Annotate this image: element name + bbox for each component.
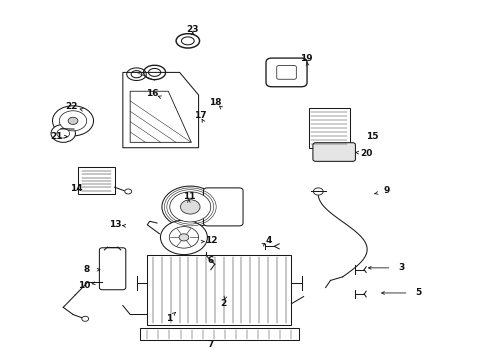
FancyBboxPatch shape [313,143,355,161]
Text: 22: 22 [65,102,78,111]
Text: 9: 9 [384,186,390,195]
Text: 6: 6 [208,256,214,265]
Text: 17: 17 [194,111,206,120]
Circle shape [51,125,75,142]
FancyBboxPatch shape [277,66,296,79]
Polygon shape [130,91,191,142]
Circle shape [68,117,78,125]
Text: 20: 20 [360,149,372,158]
Text: 1: 1 [166,314,172,323]
Circle shape [162,186,219,228]
Circle shape [125,189,132,194]
Circle shape [180,200,200,214]
Text: 11: 11 [183,192,195,201]
Text: 16: 16 [146,89,158,98]
Text: 5: 5 [416,288,421,297]
Text: 12: 12 [204,237,217,246]
Text: 23: 23 [187,25,199,34]
Text: 7: 7 [208,341,214,350]
Text: 14: 14 [70,184,83,193]
Circle shape [59,111,87,131]
FancyBboxPatch shape [140,328,299,340]
Circle shape [160,220,207,255]
Circle shape [314,188,323,195]
Text: 8: 8 [83,265,89,274]
Circle shape [52,106,94,136]
Text: 21: 21 [50,132,63,141]
Circle shape [170,192,211,222]
Circle shape [169,226,198,248]
Text: 18: 18 [209,98,222,107]
Polygon shape [123,72,198,148]
Circle shape [82,316,89,321]
Text: 19: 19 [300,54,313,63]
FancyBboxPatch shape [266,58,307,87]
Circle shape [57,129,70,138]
FancyBboxPatch shape [309,108,350,148]
Text: 15: 15 [366,132,378,141]
FancyBboxPatch shape [203,188,243,226]
Text: 3: 3 [398,264,404,273]
FancyBboxPatch shape [99,248,126,290]
Text: 2: 2 [220,299,226,308]
Text: 4: 4 [265,237,271,246]
Circle shape [179,234,189,241]
FancyBboxPatch shape [147,255,292,325]
Text: 10: 10 [77,281,90,290]
FancyBboxPatch shape [78,167,115,194]
Text: 13: 13 [109,220,122,229]
